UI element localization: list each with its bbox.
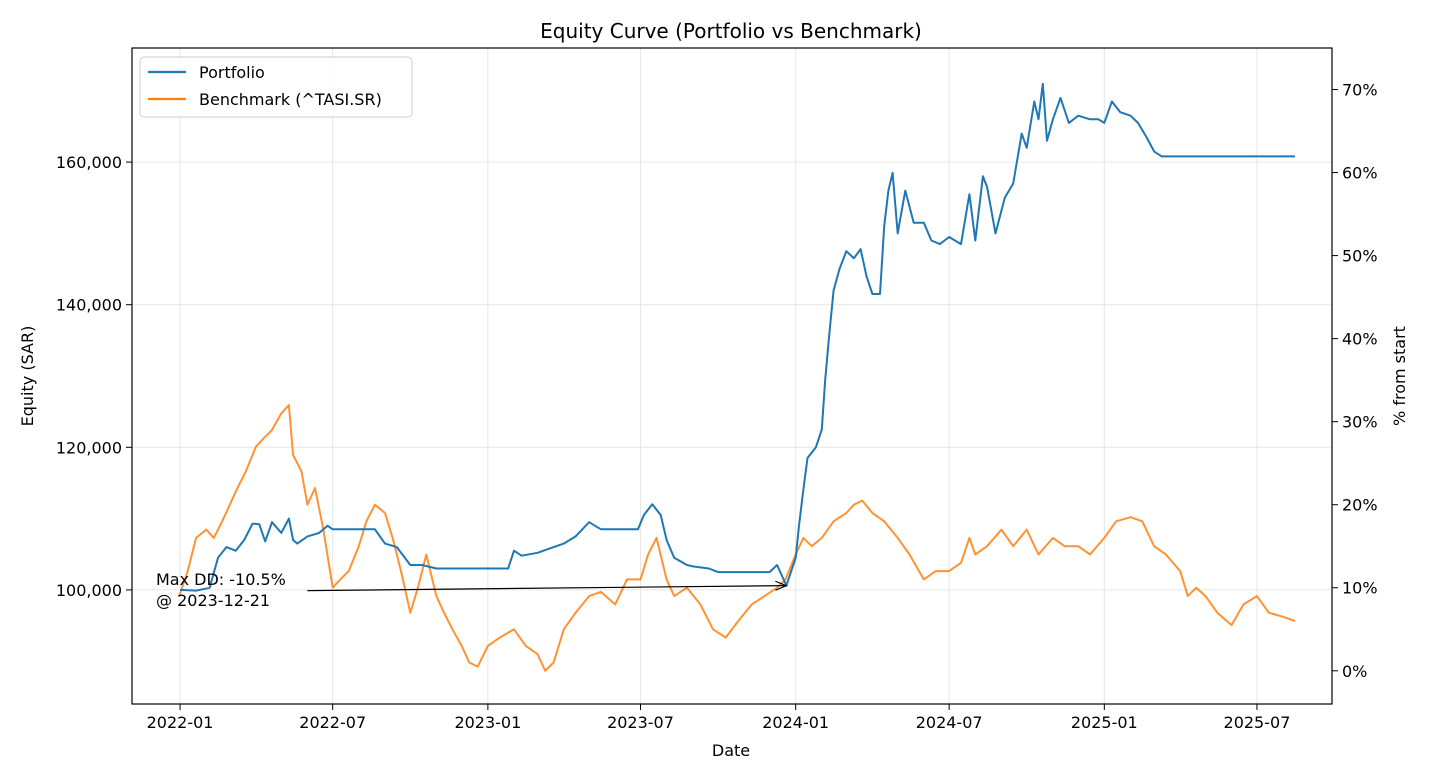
x-tick-label: 2022-07 xyxy=(299,713,366,732)
y2-tick-label: 0% xyxy=(1342,662,1367,681)
y2-axis-label: % from start xyxy=(1390,326,1409,426)
x-tick-label: 2023-07 xyxy=(607,713,674,732)
benchmark-line xyxy=(178,404,1296,672)
y2-tick-label: 70% xyxy=(1342,81,1378,100)
plot-frame xyxy=(131,47,1333,705)
y-axis-label: Equity (SAR) xyxy=(18,326,37,427)
legend-box xyxy=(139,56,413,118)
y2-tick-label: 50% xyxy=(1342,247,1378,266)
x-tick-label: 2025-01 xyxy=(1071,713,1138,732)
legend-label-benchmark: Benchmark (^TASI.SR) xyxy=(199,90,382,109)
y2-tick-label: 30% xyxy=(1342,413,1378,432)
legend-label-portfolio: Portfolio xyxy=(199,63,265,82)
y-tick-label: 160,000 xyxy=(56,153,122,172)
x-tick-label: 2025-07 xyxy=(1224,713,1291,732)
x-tick-label: 2023-01 xyxy=(454,713,521,732)
chart-title: Equity Curve (Portfolio vs Benchmark) xyxy=(540,19,922,43)
annotation-line-2: @ 2023-12-21 xyxy=(156,591,270,610)
y2-tick-label: 10% xyxy=(1342,579,1378,598)
series-layer xyxy=(178,82,1296,672)
y-tick-label: 120,000 xyxy=(56,438,122,457)
x-axis-label: Date xyxy=(712,741,750,760)
y2-tick-label: 40% xyxy=(1342,330,1378,349)
axis-layer: 2022-01 2022-07 2023-01 2023-07 2024-01 2024-… xyxy=(56,81,1378,732)
y-tick-label: 140,000 xyxy=(56,296,122,315)
annotation-arrow-shaft xyxy=(307,585,787,592)
y2-tick-label: 60% xyxy=(1342,164,1378,183)
x-tick-label: 2022-01 xyxy=(147,713,214,732)
x-tick-label: 2024-01 xyxy=(762,713,829,732)
legend: Portfolio Benchmark (^TASI.SR) xyxy=(139,56,413,118)
annotation-line-1: Max DD: -10.5% xyxy=(156,570,286,589)
y-tick-label: 100,000 xyxy=(56,581,122,600)
annotation-arrow-head xyxy=(775,580,788,591)
portfolio-line xyxy=(180,82,1295,592)
max-drawdown-annotation: Max DD: -10.5% @ 2023-12-21 xyxy=(156,570,788,610)
x-tick-label: 2024-07 xyxy=(916,713,983,732)
y2-tick-label: 20% xyxy=(1342,496,1378,515)
